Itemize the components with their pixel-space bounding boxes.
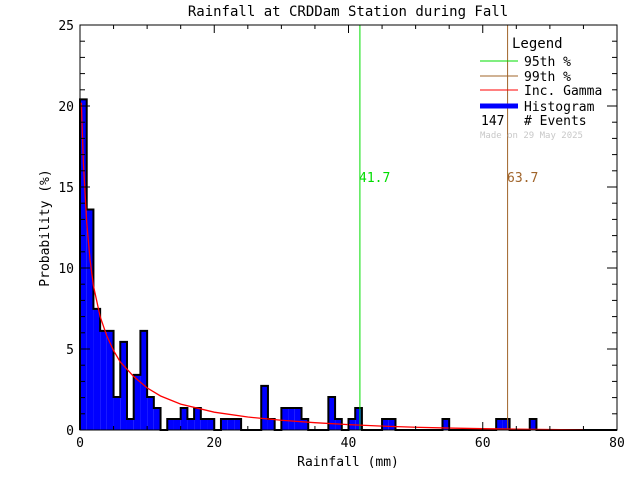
histogram-bar (173, 418, 181, 430)
x-tick-label: 60 (475, 436, 491, 451)
histogram-bar (200, 418, 208, 430)
y-tick-label: 0 (66, 424, 74, 439)
gamma-curve (80, 102, 584, 431)
histogram-bar (355, 407, 362, 430)
histogram-bar (194, 407, 201, 430)
histogram-bar (207, 418, 215, 430)
legend-title: Legend (512, 36, 563, 52)
histogram-bar (496, 418, 503, 430)
histogram-bar (301, 418, 309, 430)
chart-title: Rainfall at CRDDam Station during Fall (188, 4, 508, 20)
histogram-bar (328, 396, 336, 430)
legend-label-histogram: Histogram (524, 100, 595, 115)
histogram-bar (80, 99, 87, 430)
histogram-bar (220, 418, 228, 430)
y-axis-label: Probability (%) (38, 169, 53, 286)
histogram-bar (388, 418, 396, 430)
y-tick-label: 20 (58, 100, 74, 115)
p99-value-label: 63.7 (507, 171, 538, 186)
histogram-bar (442, 418, 450, 430)
legend-label-gamma: Inc. Gamma (524, 84, 602, 99)
histogram-bar (153, 407, 161, 430)
y-tick-label: 15 (58, 181, 74, 196)
x-tick-label: 0 (76, 436, 84, 451)
histogram-bar (382, 418, 389, 430)
x-axis-label: Rainfall (mm) (297, 455, 399, 470)
x-tick-label: 40 (341, 436, 357, 451)
y-tick-label: 10 (58, 262, 74, 277)
histogram-bar (120, 341, 127, 430)
histogram-bar (167, 418, 174, 430)
histogram-bar (100, 330, 107, 430)
x-tick-label: 20 (206, 436, 222, 451)
histogram-outline (79, 98, 617, 431)
histogram-bar (227, 418, 235, 430)
x-tick-label: 80 (609, 436, 625, 451)
events-count: 147 (481, 114, 504, 129)
histogram-bar (281, 407, 289, 430)
histogram-bar (86, 209, 94, 430)
histogram-bar (126, 418, 134, 430)
y-tick-label: 5 (66, 343, 74, 358)
histogram-bar (106, 330, 114, 430)
histogram-bar (288, 407, 295, 430)
y-tick-label: 25 (58, 19, 74, 34)
events-label: # Events (524, 114, 587, 129)
histogram-bar (261, 385, 268, 430)
histogram-bar (529, 418, 537, 430)
histogram-bar (133, 374, 141, 430)
histogram-bar (187, 418, 195, 430)
legend-label-p99: 99th % (524, 70, 571, 85)
histogram-bar (113, 396, 121, 430)
histogram-bar (180, 407, 188, 430)
histogram-bar (93, 308, 101, 430)
histogram-bar (140, 330, 148, 430)
histogram-bar (267, 418, 275, 430)
histogram-bar (502, 418, 510, 430)
histogram-bar (234, 418, 242, 430)
legend: Legend 95th % 99th % Inc. Gamma Histogra… (480, 36, 602, 141)
histogram-bar (147, 396, 154, 430)
plot-area: 0 20 40 60 80 0 5 10 15 20 25 (58, 19, 624, 451)
p95-value-label: 41.7 (359, 171, 390, 186)
made-on-note: Made on 29 May 2025 (480, 131, 583, 141)
legend-label-p95: 95th % (524, 55, 571, 70)
histogram-bar (294, 407, 302, 430)
